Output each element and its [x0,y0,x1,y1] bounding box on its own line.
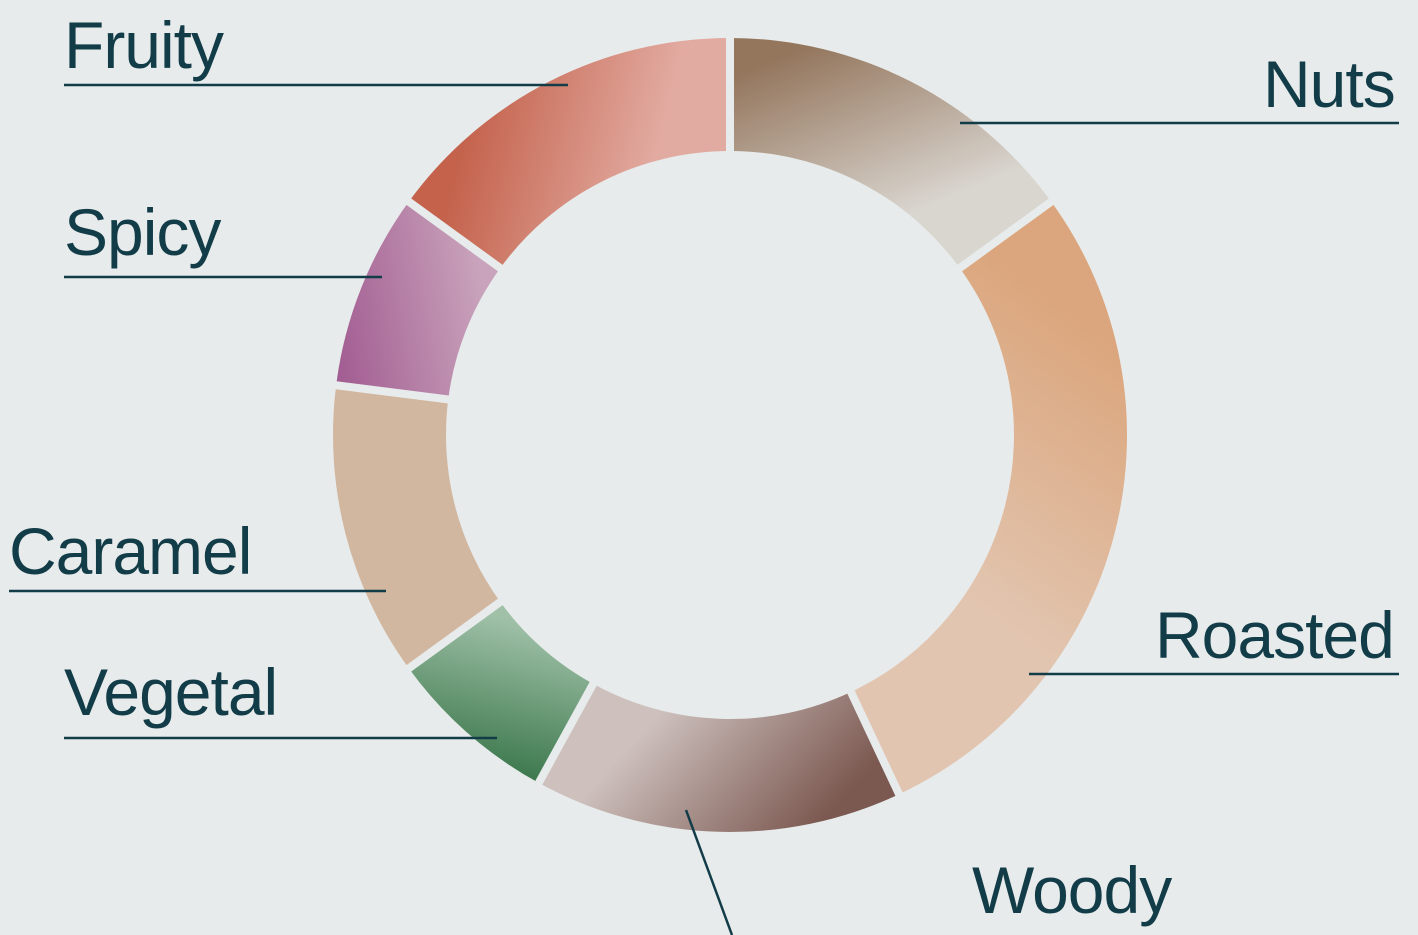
slice-spicy [336,201,501,400]
label-fruity: Fruity [64,8,224,82]
slice-separator [313,378,471,407]
slice-fruity [408,38,730,269]
label-vegetal: Vegetal [64,655,278,729]
slice-separator [388,185,521,285]
slice-caramel [333,385,501,669]
label-roasted: Roasted [1155,598,1395,672]
label-caramel: Caramel [9,514,252,588]
label-woody: Woody [972,853,1172,927]
label-spicy: Spicy [64,195,221,269]
slice-roasted [850,201,1127,795]
slice-vegetal [408,601,594,783]
leader-woody [684,809,734,935]
slice-separator [388,585,521,685]
slice-nuts [730,38,1052,269]
slice-separator [524,662,608,805]
slice-separator [939,185,1072,285]
slice-woody [538,683,900,832]
label-nuts: Nuts [1263,47,1396,121]
slice-separator [837,670,913,816]
